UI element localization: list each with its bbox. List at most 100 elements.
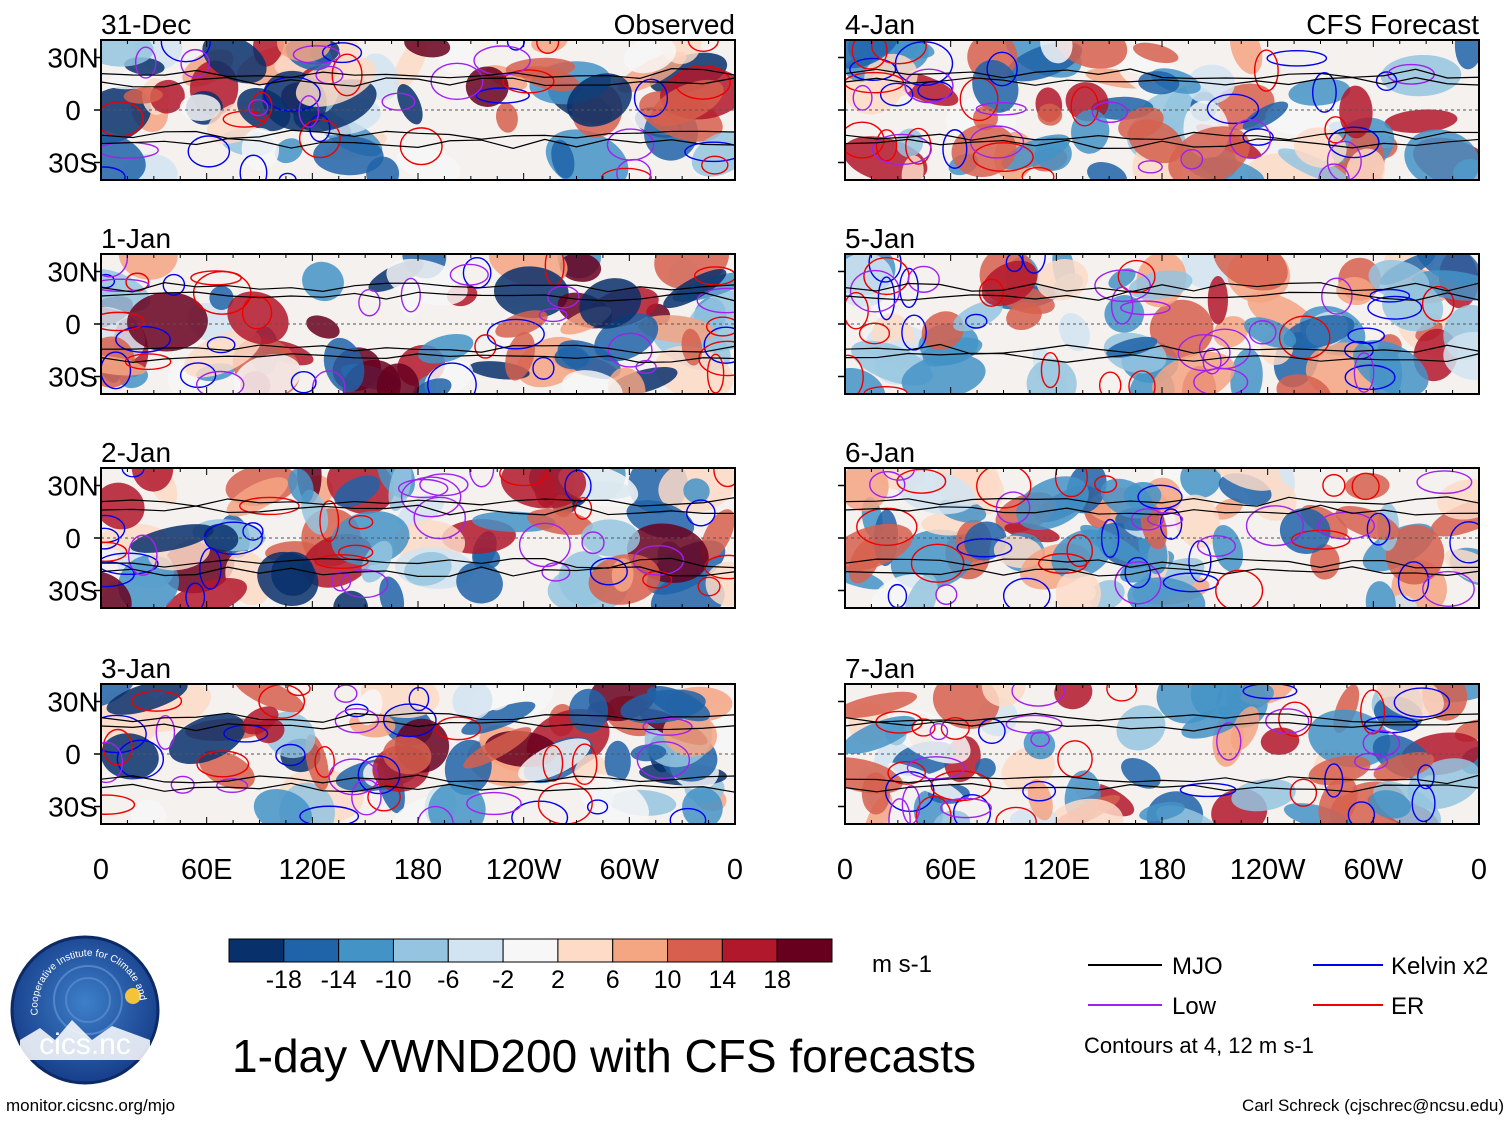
colorbar-swatch	[447, 938, 504, 963]
legend-label-kelvin: Kelvin x2	[1391, 953, 1488, 980]
vwnd-field	[101, 468, 735, 608]
panel-date-label: 2-Jan	[101, 437, 171, 468]
colorbar-units: m s-1	[872, 951, 932, 978]
panel-date-label: 1-Jan	[101, 223, 171, 254]
colorbar-tick-label: -14	[321, 966, 357, 994]
colorbar-tick-label: -18	[266, 966, 302, 994]
vwnd-field	[845, 468, 1479, 608]
colorbar-tick-label: 2	[551, 966, 565, 994]
colorbar-swatch	[776, 938, 833, 963]
colorbar-swatch	[502, 938, 559, 963]
colorbar-tick-label: 6	[606, 966, 620, 994]
colorbar-tick-label: 14	[708, 966, 736, 994]
legend-label-er: ER	[1391, 993, 1424, 1020]
panel-source-label: Observed	[614, 9, 735, 40]
panel-date-label: 4-Jan	[845, 9, 915, 40]
mountain-icon	[20, 1020, 150, 1060]
logo-wordmark: cics.nc	[39, 1028, 131, 1061]
x-tick-label: 60E	[181, 854, 233, 886]
credit-text: Carl Schreck (cjschrec@ncsu.edu)	[1242, 1096, 1504, 1115]
colorbar-swatch	[283, 938, 340, 963]
colorbar-swatch	[612, 938, 669, 963]
colorbar-swatch	[392, 938, 449, 963]
panel-date-label: 6-Jan	[845, 437, 915, 468]
colorbar-tick-label: -2	[492, 966, 514, 994]
map-panel-2-Jan: 30N 0 30S 2-Jan	[47, 437, 736, 609]
x-tick-label: 60E	[925, 854, 977, 886]
x-tick-label: 0	[837, 854, 853, 886]
wave-contours	[845, 254, 1455, 394]
vwnd-field	[101, 684, 735, 824]
map-panel-4-Jan: 4-Jan CFS Forecast	[838, 9, 1480, 181]
map-panel-31-Dec: 30N 0 30S 31-Dec Observed	[47, 9, 736, 181]
wave-contours	[856, 468, 1479, 608]
wave-contours	[101, 254, 735, 394]
x-tick-label: 60W	[600, 854, 660, 886]
y-tick-label: 0	[65, 95, 81, 126]
map-panel-1-Jan: 30N 0 30S 1-Jan	[47, 223, 736, 395]
source-url: monitor.cicsnc.org/mjo	[6, 1096, 175, 1115]
vwnd-field	[101, 40, 735, 180]
y-tick-label: 30N	[47, 43, 98, 74]
colorbar-tick-label: 10	[654, 966, 682, 994]
colorbar: -18 -14 -10 -6 -2 2 6 10 14 18	[228, 938, 833, 994]
mjo-contours	[101, 712, 735, 793]
mjo-contours	[101, 68, 735, 149]
map-panel-7-Jan: 7-Jan	[838, 653, 1480, 825]
y-tick-label: 0	[65, 739, 81, 770]
colorbar-swatch	[667, 938, 723, 963]
y-tick-label: 30S	[48, 148, 98, 179]
longitude-axes: 0 60E 120E 180 120W 60W 0 0 60E 120E 180 120W 60W 0	[93, 854, 1487, 886]
figure-title: 1-day VWND200 with CFS forecasts	[232, 1030, 976, 1082]
y-tick-label: 30N	[47, 471, 98, 502]
x-tick-label: 120E	[1022, 854, 1090, 886]
y-tick-label: 0	[65, 523, 81, 554]
x-tick-label: 120W	[1230, 854, 1306, 886]
colorbar-swatch	[228, 938, 285, 963]
colorbar-swatch	[338, 938, 394, 963]
legend-label-low: Low	[1172, 993, 1217, 1020]
colorbar-swatch	[557, 938, 614, 963]
x-tick-label: 120E	[278, 854, 346, 886]
mjo-contours	[845, 496, 1479, 577]
panel-date-label: 7-Jan	[845, 653, 915, 684]
mjo-contours	[101, 282, 735, 364]
map-panel-3-Jan: 30N 0 30S 3-Jan	[47, 653, 736, 825]
map-panel-6-Jan: 6-Jan	[838, 437, 1480, 609]
wave-contours	[845, 40, 1435, 180]
y-tick-label: 30N	[47, 257, 98, 288]
panel-source-label: CFS Forecast	[1306, 9, 1479, 40]
mjo-contours	[845, 712, 1479, 793]
mjo-contours	[845, 282, 1479, 363]
vwnd-field	[845, 684, 1479, 824]
y-tick-label: 30S	[48, 576, 98, 607]
x-tick-label: 60W	[1344, 854, 1404, 886]
colorbar-tick-label: 18	[763, 966, 791, 994]
sun-icon	[125, 988, 141, 1004]
mjo-contours	[845, 68, 1479, 149]
panel-date-label: 5-Jan	[845, 223, 915, 254]
x-tick-label: 0	[93, 854, 109, 886]
y-tick-label: 0	[65, 309, 81, 340]
wave-contours	[101, 40, 735, 180]
y-tick-label: 30S	[48, 792, 98, 823]
legend-note: Contours at 4, 12 m s-1	[1084, 1033, 1314, 1058]
x-tick-label: 180	[1138, 854, 1186, 886]
mjo-contours	[101, 496, 735, 577]
panel-date-label: 3-Jan	[101, 653, 171, 684]
panel-date-label: 31-Dec	[101, 9, 191, 40]
colorbar-swatch	[721, 938, 778, 963]
x-tick-label: 120W	[486, 854, 562, 886]
x-tick-label: 0	[1471, 854, 1487, 886]
y-tick-label: 30S	[48, 362, 98, 393]
legend-label-mjo: MJO	[1172, 953, 1223, 980]
x-tick-label: 0	[727, 854, 743, 886]
legend: MJO Kelvin x2 Low ER Contours at 4, 12 m…	[1084, 953, 1488, 1058]
colorbar-tick-label: -10	[375, 966, 411, 994]
wave-contours	[101, 468, 735, 608]
map-panel-5-Jan: 5-Jan	[838, 223, 1480, 395]
colorbar-tick-label: -6	[437, 966, 459, 994]
y-tick-label: 30N	[47, 687, 98, 718]
